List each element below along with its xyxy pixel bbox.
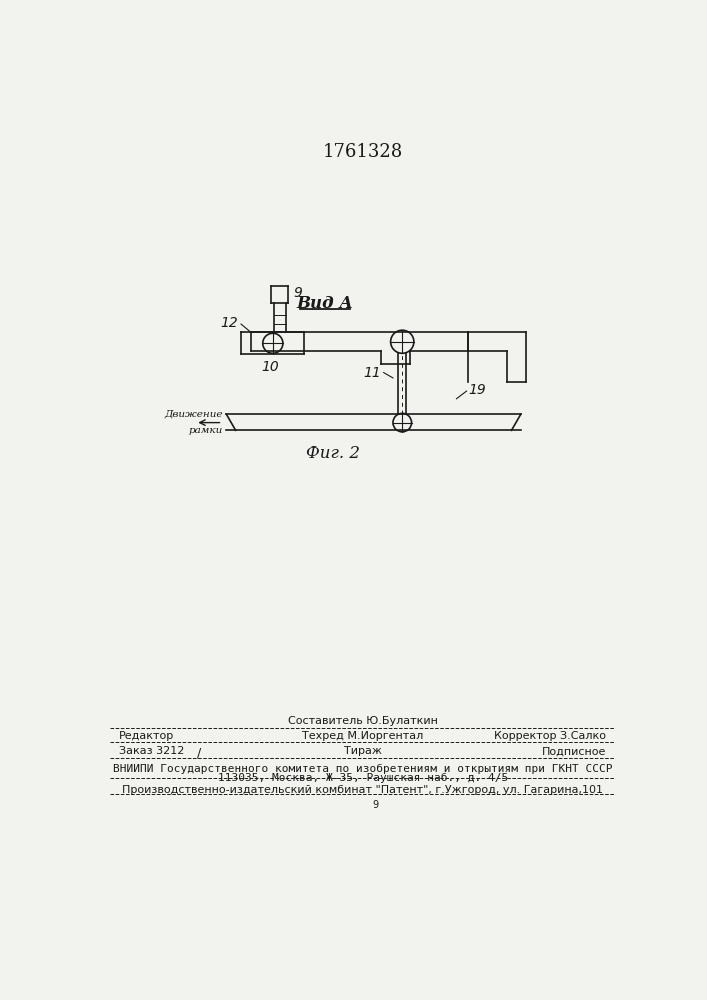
Text: 9: 9 [293, 286, 303, 300]
Text: 1761328: 1761328 [322, 143, 403, 161]
Text: Заказ 3212: Заказ 3212 [119, 746, 185, 756]
Text: 9: 9 [372, 800, 378, 810]
Text: 19: 19 [468, 382, 486, 396]
Text: рамки: рамки [188, 426, 223, 435]
Text: Тираж: Тираж [344, 746, 382, 756]
Text: Редактор: Редактор [119, 731, 175, 741]
Text: Вид А: Вид А [296, 295, 354, 312]
Text: 10: 10 [262, 360, 279, 374]
Text: Составитель Ю.Булаткин: Составитель Ю.Булаткин [288, 716, 438, 726]
Text: /: / [197, 746, 201, 759]
Text: 11: 11 [363, 366, 381, 380]
Text: Подписное: Подписное [542, 746, 606, 756]
Text: Производственно-издательский комбинат "Патент", г.Ужгород, ул. Гагарина,101: Производственно-издательский комбинат "П… [122, 785, 603, 795]
Text: Фиг. 2: Фиг. 2 [305, 445, 359, 462]
Text: Движение: Движение [164, 410, 223, 419]
Text: ВНИИПИ Государственного комитета по изобретениям и открытиям при ГКНТ СССР: ВНИИПИ Государственного комитета по изоб… [113, 764, 612, 774]
Text: 12: 12 [220, 316, 238, 330]
Text: 113035, Москва, Ж-35, Раушская наб., д. 4/5: 113035, Москва, Ж-35, Раушская наб., д. … [218, 773, 508, 783]
Text: Корректор З.Салко: Корректор З.Салко [494, 731, 606, 741]
Text: Техред М.Иоргентал: Техред М.Иоргентал [302, 731, 423, 741]
